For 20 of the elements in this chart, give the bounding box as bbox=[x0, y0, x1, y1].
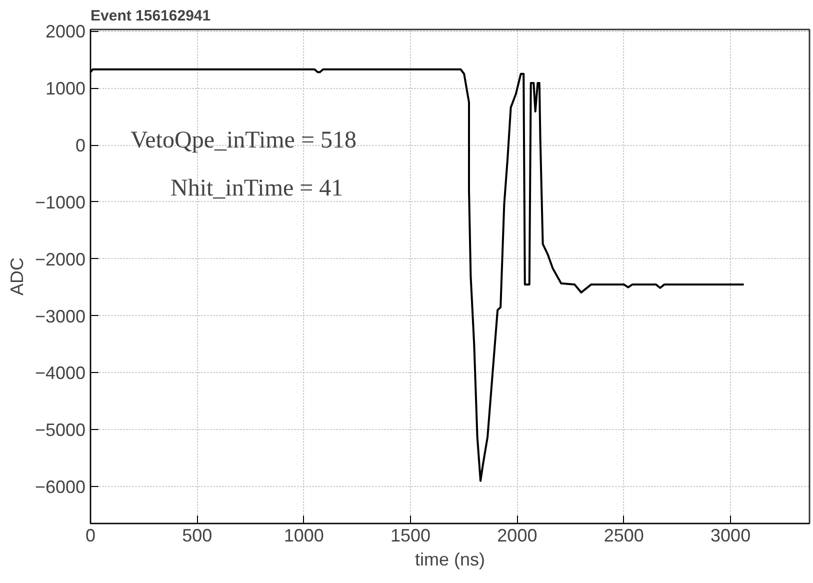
y-tick-label: −1000 bbox=[34, 192, 86, 212]
x-tick-label: 3000 bbox=[710, 526, 751, 546]
y-tick-label: 0 bbox=[75, 136, 86, 156]
x-tick-label: 500 bbox=[182, 526, 212, 546]
y-axis-title: ADC bbox=[6, 257, 27, 296]
y-tick-label: 2000 bbox=[45, 22, 86, 42]
y-tick-label: −2000 bbox=[34, 249, 86, 270]
x-tick-label: 2000 bbox=[497, 526, 538, 546]
x-tick-label: 1000 bbox=[284, 526, 324, 546]
y-tick-label: −5000 bbox=[34, 420, 86, 440]
y-tick-label: −3000 bbox=[34, 306, 86, 326]
chart-title: Event 156162941 bbox=[90, 8, 211, 24]
x-axis-title: time (ns) bbox=[415, 550, 486, 570]
x-tick-label: 2500 bbox=[604, 526, 644, 546]
y-tick-label: 1000 bbox=[45, 78, 86, 99]
annotation: VetoQpe_inTime = 518 bbox=[130, 128, 356, 154]
y-tick-label: −6000 bbox=[34, 477, 86, 498]
x-tick-label: 1500 bbox=[390, 526, 431, 546]
annotation: Nhit_inTime = 41 bbox=[170, 176, 344, 202]
y-tick-label: −4000 bbox=[34, 363, 86, 384]
